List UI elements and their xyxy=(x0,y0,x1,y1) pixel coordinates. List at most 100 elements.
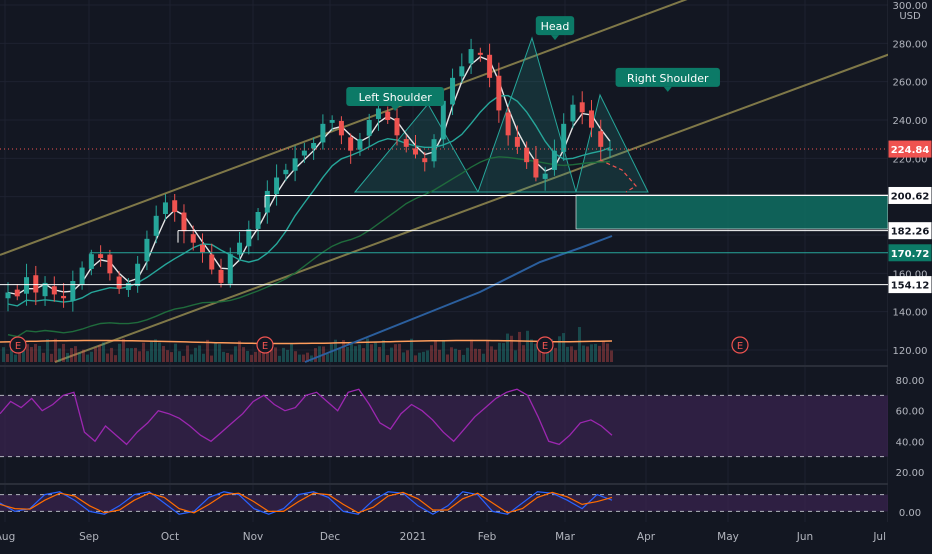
horizontal-levels[interactable] xyxy=(0,148,888,286)
volume-bar xyxy=(58,348,61,362)
price-tag-bg xyxy=(888,186,932,204)
volume-bar xyxy=(186,345,189,362)
volume-bar xyxy=(270,348,273,362)
price-axis[interactable]: USD300.00280.00260.00240.00220.00200.001… xyxy=(888,0,932,550)
candle-body xyxy=(209,254,215,270)
candle-body xyxy=(24,277,30,294)
price-tag[interactable]: 200.62 xyxy=(888,186,932,204)
candle-body xyxy=(375,108,381,119)
volume-bar xyxy=(290,343,293,362)
volume-bar xyxy=(342,340,345,362)
volume-bar xyxy=(90,351,93,362)
volume-bar xyxy=(14,354,17,362)
volume-bar xyxy=(422,351,425,362)
volume-bar xyxy=(158,342,161,362)
volume-bar xyxy=(530,339,533,362)
volume-bar xyxy=(490,346,493,362)
time-axis-bg xyxy=(0,522,888,550)
volume-ma-line xyxy=(0,339,613,345)
candle-body xyxy=(431,139,437,162)
stochastic-pane[interactable] xyxy=(0,491,888,515)
volume-bar xyxy=(182,355,185,362)
price-tag[interactable]: 154.12 xyxy=(888,276,932,294)
ma-mid-line xyxy=(7,94,611,307)
candle-body xyxy=(579,102,585,113)
earnings-marker[interactable]: E xyxy=(731,336,749,354)
volume-bar xyxy=(354,346,357,362)
volume-bar xyxy=(442,339,445,362)
volume-bar xyxy=(482,353,485,362)
price-tick-label: 300.00 xyxy=(893,1,928,12)
channel-lower xyxy=(54,53,891,363)
candle-body xyxy=(5,292,11,299)
earnings-marker[interactable]: E xyxy=(256,336,274,354)
candle-body xyxy=(505,112,511,136)
time-tick-label: Oct xyxy=(161,531,179,543)
pattern-label-pointer xyxy=(391,106,400,111)
volume-bar xyxy=(570,346,573,362)
volume-bar xyxy=(162,346,165,362)
price-tag-text: 200.62 xyxy=(891,191,930,202)
price-tag-text: 154.12 xyxy=(891,281,930,292)
volume-bar xyxy=(562,333,565,362)
volume-bar xyxy=(362,348,365,362)
pattern-labels: Left Shoulder Head Right Shoulder xyxy=(346,16,720,111)
volume-bar xyxy=(122,338,125,362)
time-tick-label: Aug xyxy=(0,531,15,543)
price-tag[interactable]: 224.84 xyxy=(888,140,932,158)
volume-bar xyxy=(246,350,249,362)
volume-bar xyxy=(486,340,489,362)
candle-body xyxy=(459,66,465,77)
pattern-label-pointer xyxy=(551,35,559,41)
candle-body xyxy=(218,269,224,283)
volume-bar xyxy=(606,343,609,362)
candle-body xyxy=(440,100,446,140)
candle-body xyxy=(403,139,409,147)
candle-body xyxy=(413,148,419,155)
volume-bar xyxy=(494,349,497,362)
volume-bar xyxy=(6,353,9,362)
candle-body xyxy=(533,158,539,178)
candle-body xyxy=(301,150,307,156)
volume-bar xyxy=(374,342,377,362)
volume-bar xyxy=(410,338,413,362)
time-tick-label: May xyxy=(717,531,739,543)
volume-bar xyxy=(18,345,21,362)
pattern-label-bg xyxy=(615,67,720,87)
earnings-label: E xyxy=(262,341,268,352)
candle-body xyxy=(199,244,205,253)
earnings-marker[interactable]: E xyxy=(536,336,554,354)
currency-label: USD xyxy=(899,11,921,22)
candle-body xyxy=(98,254,104,258)
volume-bar xyxy=(146,351,149,362)
candle-body xyxy=(394,118,400,136)
volume-bar xyxy=(446,354,449,362)
price-tag[interactable]: 182.26 xyxy=(888,222,932,240)
rsi-pane[interactable] xyxy=(0,388,888,458)
volume-bar xyxy=(34,343,37,362)
pattern-label-text: Right Shoulder xyxy=(627,72,709,85)
earnings-marker[interactable]: E xyxy=(9,336,27,354)
volume-bar xyxy=(54,338,57,362)
time-tick-label: Feb xyxy=(478,531,497,543)
time-axis[interactable]: Aug Sep Oct Nov Dec 2021 Feb Mar Apr May Jun Jul xyxy=(0,522,888,550)
rsi-tick-label: 60.00 xyxy=(896,407,925,418)
volume-bar xyxy=(98,345,101,362)
volume-bar xyxy=(586,346,589,362)
price-tag[interactable]: 170.72 xyxy=(888,244,932,262)
volume-bar xyxy=(598,345,601,362)
candle-body xyxy=(598,131,604,147)
volume-bar xyxy=(518,331,521,362)
volume-bar xyxy=(502,343,505,362)
volume-bar xyxy=(434,341,437,362)
earnings-label: E xyxy=(737,341,743,352)
volume-bar xyxy=(602,340,605,362)
price-tick-label: 160.00 xyxy=(893,269,928,280)
volume-bar xyxy=(350,341,353,362)
rsi-tick-label: 20.00 xyxy=(896,468,925,479)
volume-bar xyxy=(250,354,253,362)
candle-body xyxy=(366,120,372,136)
